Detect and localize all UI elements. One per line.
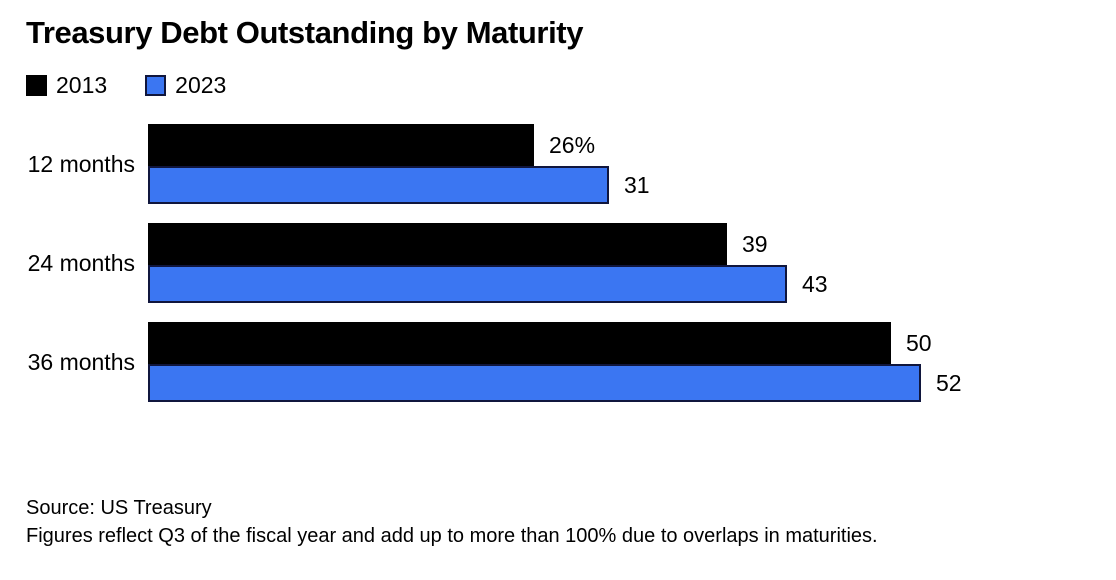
bars-column: 26% 31 xyxy=(148,124,1100,204)
bars-column: 50 52 xyxy=(148,322,1100,402)
bar-group: 36 months 50 52 xyxy=(26,322,1100,402)
value-label: 50 xyxy=(906,329,932,356)
bar-2013 xyxy=(148,223,727,265)
bar-2023 xyxy=(148,166,609,204)
footnote-text: Figures reflect Q3 of the fiscal year an… xyxy=(26,525,878,547)
bar-row: 43 xyxy=(148,265,1100,303)
legend: 2013 2023 xyxy=(26,72,1100,98)
value-label: 39 xyxy=(742,230,768,257)
category-label: 24 months xyxy=(27,249,135,276)
chart-footer: Source: US Treasury Figures reflect Q3 o… xyxy=(26,494,1100,550)
legend-label: 2013 xyxy=(56,72,108,98)
category-label: 36 months xyxy=(27,348,135,375)
bar-group: 24 months 39 43 xyxy=(26,223,1100,303)
value-label: 52 xyxy=(936,369,962,396)
bars-column: 39 43 xyxy=(148,223,1100,303)
value-label: 31 xyxy=(624,171,650,198)
value-label: 43 xyxy=(802,270,828,297)
bar-2023 xyxy=(148,364,921,402)
source-text: Source: US Treasury xyxy=(26,497,212,519)
bar-row: 26% xyxy=(148,124,1100,166)
legend-item-2013: 2013 xyxy=(26,72,107,98)
bar-row: 52 xyxy=(148,364,1100,402)
bar-group: 12 months 26% 31 xyxy=(26,124,1100,204)
legend-label: 2023 xyxy=(175,72,227,98)
bar-2013 xyxy=(148,322,891,364)
category-label: 12 months xyxy=(27,150,135,177)
bar-row: 39 xyxy=(148,223,1100,265)
bar-row: 31 xyxy=(148,166,1100,204)
bar-chart: 12 months 26% 31 24 months 39 43 36 months 50 52 xyxy=(26,124,1100,402)
bar-row: 50 xyxy=(148,322,1100,364)
legend-swatch-icon xyxy=(145,74,167,96)
legend-swatch-icon xyxy=(26,74,47,96)
legend-item-2023: 2023 xyxy=(145,72,226,98)
bar-2023 xyxy=(148,265,787,303)
chart-title: Treasury Debt Outstanding by Maturity xyxy=(26,15,584,50)
value-label: 26% xyxy=(549,131,596,158)
bar-2013 xyxy=(148,124,534,166)
